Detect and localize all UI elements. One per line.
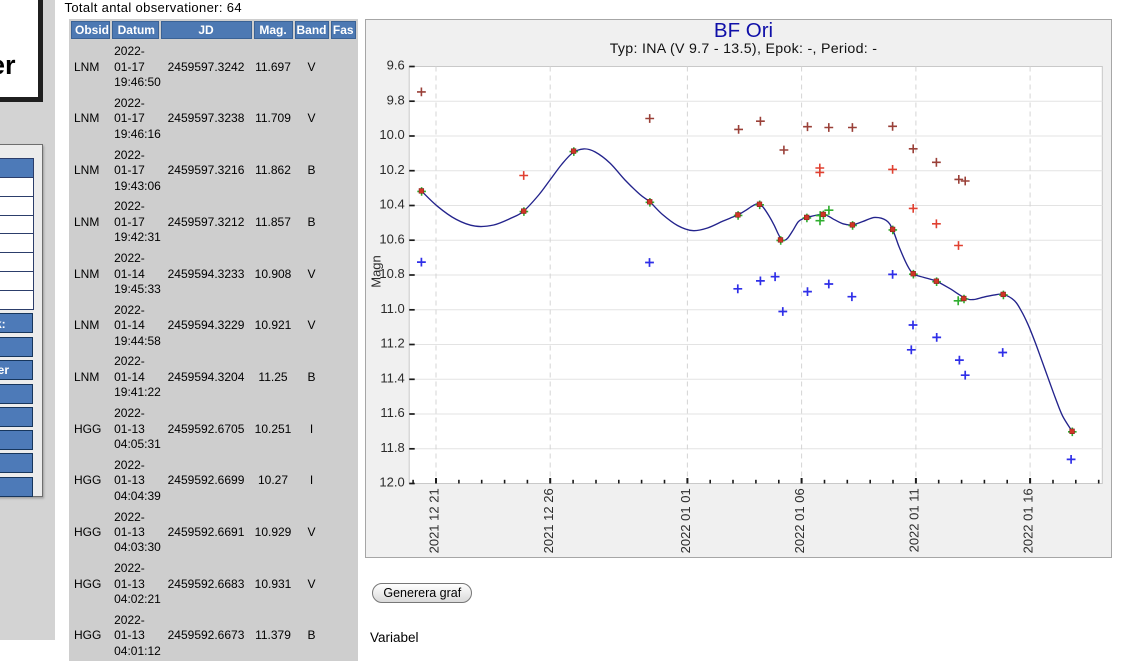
- svg-text:9.6: 9.6: [387, 58, 405, 73]
- svg-text:12.0: 12.0: [379, 475, 404, 490]
- svg-text:2021 12 26: 2021 12 26: [541, 488, 556, 553]
- svg-text:2022 01 16: 2022 01 16: [1021, 488, 1036, 553]
- svg-text:10.6: 10.6: [379, 231, 404, 246]
- svg-text:11.8: 11.8: [380, 440, 404, 455]
- svg-text:2022 01 11: 2022 01 11: [906, 488, 921, 552]
- svg-text:10.4: 10.4: [379, 197, 404, 212]
- svg-text:11.6: 11.6: [380, 405, 404, 420]
- svg-text:9.8: 9.8: [387, 92, 405, 107]
- svg-text:11.2: 11.2: [380, 336, 404, 351]
- svg-text:2021 12 21: 2021 12 21: [427, 488, 442, 553]
- svg-text:10.0: 10.0: [379, 127, 404, 142]
- svg-text:2022 01 01: 2022 01 01: [678, 488, 693, 553]
- svg-text:11.0: 11.0: [380, 301, 404, 316]
- svg-text:Magn: Magn: [369, 255, 384, 288]
- svg-text:Typ: INA (V 9.7 - 13.5), Epok:: Typ: INA (V 9.7 - 13.5), Epok: -, Period…: [610, 41, 878, 57]
- svg-text:BF Ori: BF Ori: [714, 19, 773, 42]
- svg-text:11.4: 11.4: [380, 371, 404, 386]
- svg-text:2022 01 06: 2022 01 06: [792, 488, 807, 553]
- svg-text:10.8: 10.8: [379, 266, 404, 281]
- svg-text:10.2: 10.2: [379, 162, 404, 177]
